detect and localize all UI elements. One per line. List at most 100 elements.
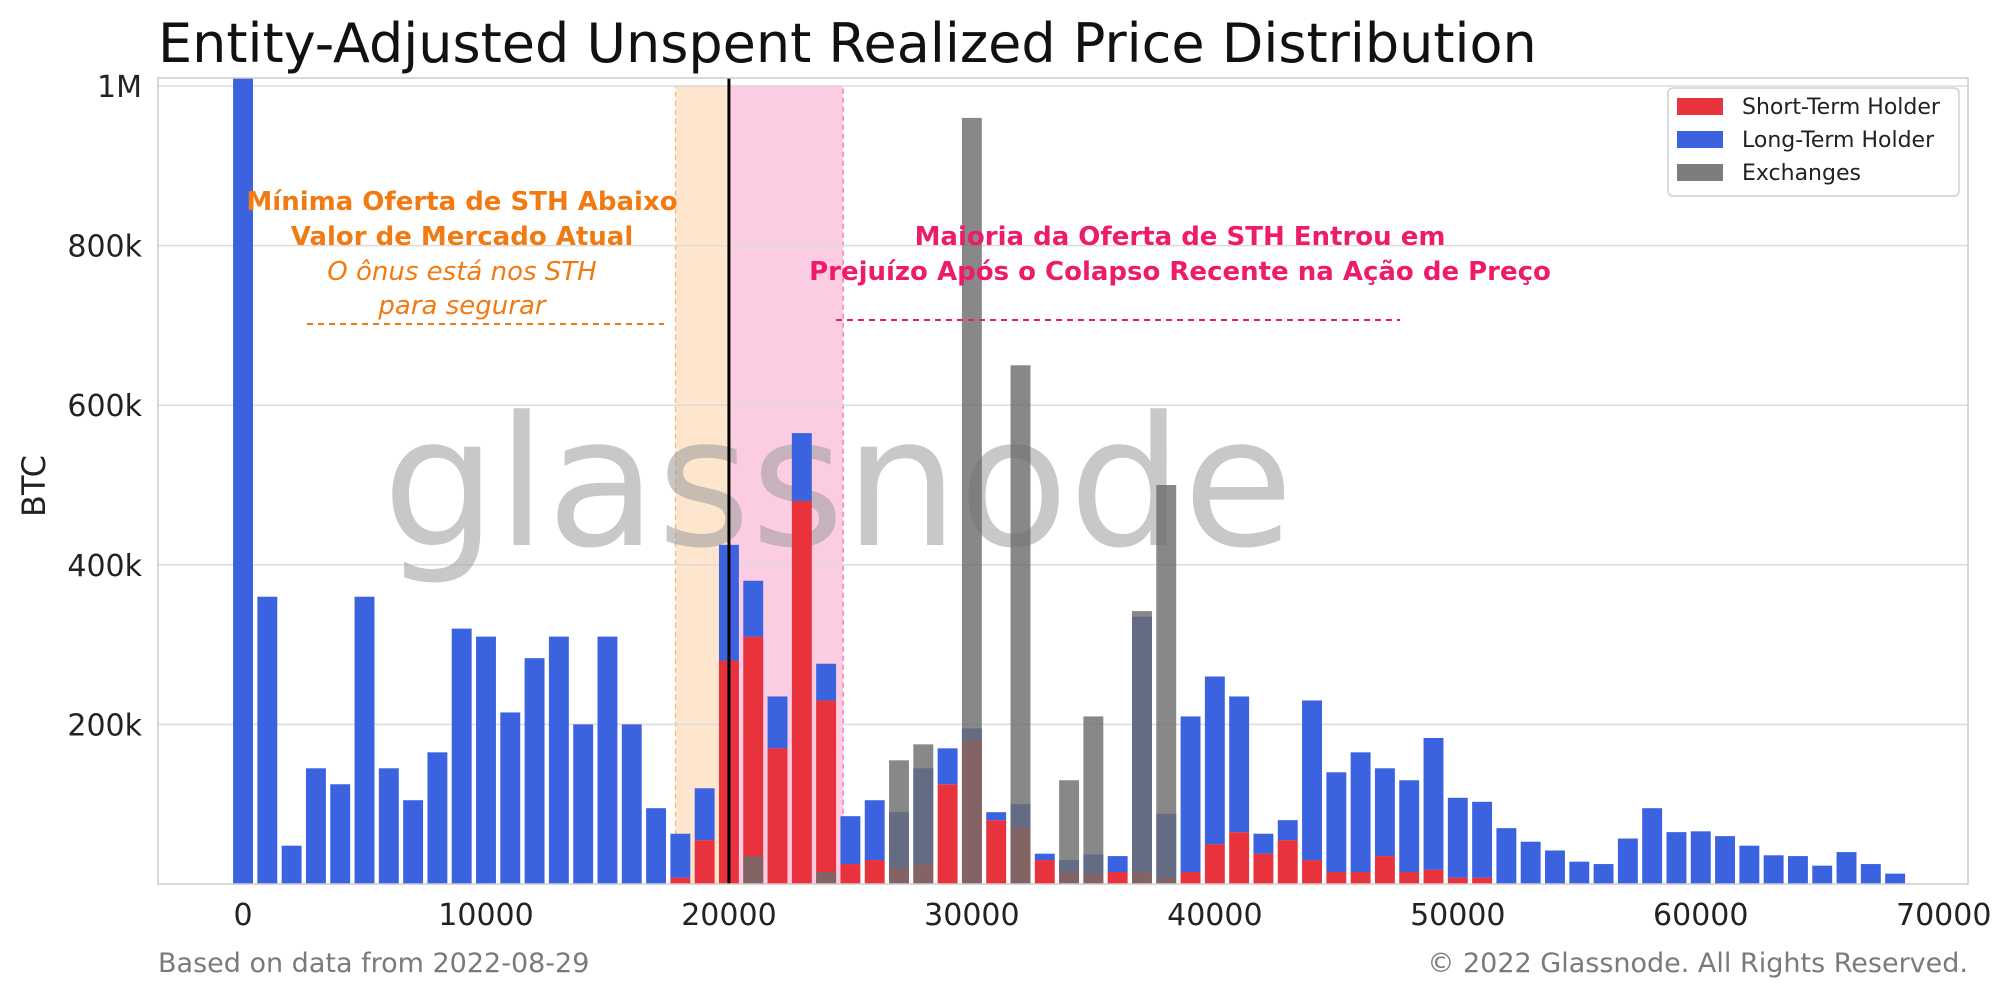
bar-exchanges <box>1059 780 1080 884</box>
bar-long-term-holder <box>1642 808 1663 884</box>
bar-long-term-holder <box>403 800 424 884</box>
bar-short-term-holder <box>840 864 861 884</box>
bar-long-term-holder <box>330 784 351 884</box>
bar-long-term-holder <box>1885 873 1906 884</box>
bar-short-term-holder <box>1034 860 1055 884</box>
bar-long-term-holder <box>573 724 594 884</box>
bar-long-term-holder <box>1399 780 1420 873</box>
y-tick-label: 800k <box>67 230 142 265</box>
bar-long-term-holder <box>840 816 861 865</box>
bar-long-term-holder <box>281 845 302 884</box>
bar-short-term-holder <box>816 700 837 884</box>
bar-long-term-holder <box>694 788 715 841</box>
bar-long-term-holder <box>767 696 788 749</box>
bar-long-term-holder <box>743 580 764 637</box>
bar-long-term-holder <box>1423 737 1444 870</box>
legend-label-lth: Long-Term Holder <box>1742 128 1935 153</box>
bar-long-term-holder <box>1520 841 1541 884</box>
bar-long-term-holder <box>233 78 253 884</box>
y-tick-label: 400k <box>67 549 142 584</box>
legend-swatch-lth <box>1677 131 1723 148</box>
bar-short-term-holder <box>1472 877 1493 884</box>
bar-exchanges <box>743 856 764 884</box>
grid-lines <box>158 85 1968 726</box>
bar-long-term-holder <box>1569 861 1590 884</box>
bar-long-term-holder <box>1690 831 1711 884</box>
bar-exchanges <box>1131 611 1152 884</box>
bar-long-term-holder <box>1229 696 1250 833</box>
bar-short-term-holder <box>791 500 812 884</box>
annotation-orange-line1: Mínima Oferta de STH Abaixo <box>246 187 677 217</box>
chart-title: Entity-Adjusted Unspent Realized Price D… <box>158 12 1537 75</box>
bar-exchanges <box>816 872 837 884</box>
bar-long-term-holder <box>1326 772 1347 873</box>
y-tick-label: 1M <box>97 70 142 105</box>
bar-long-term-holder <box>1787 856 1808 884</box>
bar-long-term-holder <box>1277 820 1298 841</box>
bar-long-term-holder <box>1496 828 1517 884</box>
bar-long-term-holder <box>305 768 326 884</box>
bar-long-term-holder <box>1763 855 1784 884</box>
x-axis-ticks: 0 10000 20000 30000 40000 50000 60000 70000 <box>233 898 1991 933</box>
bar-long-term-holder <box>1374 768 1395 857</box>
bar-exchanges <box>889 760 909 884</box>
bar-short-term-holder <box>1447 877 1468 884</box>
bar-short-term-holder <box>767 748 788 884</box>
x-tick-label: 20000 <box>681 898 776 933</box>
bar-long-term-holder <box>524 658 545 884</box>
legend-label-exchanges: Exchanges <box>1742 161 1861 186</box>
bar-long-term-holder <box>1617 838 1638 884</box>
bar-exchanges <box>1083 716 1104 884</box>
bar-long-term-holder <box>1860 864 1881 884</box>
bar-long-term-holder <box>451 628 472 884</box>
bar-short-term-holder <box>986 820 1007 884</box>
x-tick-label: 40000 <box>1167 898 1262 933</box>
bar-short-term-holder <box>937 784 958 884</box>
bar-exchanges <box>961 117 982 884</box>
bar-long-term-holder <box>1302 700 1322 861</box>
bar-short-term-holder <box>1374 856 1395 884</box>
bar-long-term-holder <box>1472 801 1493 878</box>
annotation-orange-italic1: O ônus está nos STH <box>327 257 596 287</box>
legend-swatch-sth <box>1677 98 1723 115</box>
y-tick-label: 200k <box>67 708 142 743</box>
bar-long-term-holder <box>597 636 618 884</box>
annotation-pink-line1: Maioria da Oferta de STH Entrou em <box>915 222 1446 252</box>
bar-exchanges <box>1156 484 1177 884</box>
bar-long-term-holder <box>1545 850 1565 884</box>
bar-long-term-holder <box>1739 845 1760 884</box>
bar-long-term-holder <box>864 800 885 861</box>
bar-long-term-holder <box>986 812 1007 821</box>
bar-short-term-holder <box>1326 872 1347 884</box>
bar-long-term-holder <box>1666 832 1687 884</box>
bar-long-term-holder <box>791 433 812 501</box>
bar-long-term-holder <box>378 768 399 884</box>
bar-long-term-holder <box>670 833 691 878</box>
series-exchanges <box>743 117 1177 885</box>
bar-short-term-holder <box>743 636 764 884</box>
bar-short-term-holder <box>1277 840 1298 884</box>
legend-box <box>1667 87 1960 197</box>
glassnode-watermark: glassnode <box>382 379 1293 588</box>
annotation-pink-line2: Prejuízo Após o Colapso Recente na Ação … <box>809 257 1551 287</box>
bar-short-term-holder <box>1350 872 1371 884</box>
bar-long-term-holder <box>427 752 448 884</box>
bar-long-term-holder <box>1253 833 1274 854</box>
bar-long-term-holder <box>1350 752 1371 873</box>
x-tick-label: 70000 <box>1896 898 1991 933</box>
footer-data-date: Based on data from 2022-08-29 <box>158 948 589 979</box>
x-tick-label: 60000 <box>1653 898 1748 933</box>
annotation-orange-line2: Valor de Mercado Atual <box>291 222 634 252</box>
bar-short-term-holder <box>1302 860 1322 884</box>
bar-long-term-holder <box>1447 797 1468 878</box>
x-tick-label: 10000 <box>438 898 533 933</box>
legend: Short-Term Holder Long-Term Holder Excha… <box>1667 87 1960 197</box>
bar-long-term-holder <box>1204 676 1225 845</box>
bar-long-term-holder <box>1034 853 1055 861</box>
bar-long-term-holder <box>354 596 375 884</box>
bar-long-term-holder <box>1107 856 1128 873</box>
x-tick-label: 50000 <box>1410 898 1505 933</box>
bar-long-term-holder <box>548 636 569 884</box>
bar-short-term-holder <box>694 840 715 884</box>
